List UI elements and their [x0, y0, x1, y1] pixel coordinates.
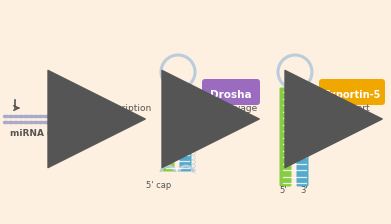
Text: Cleavage: Cleavage — [216, 104, 258, 113]
FancyBboxPatch shape — [179, 88, 192, 172]
Text: 5': 5' — [279, 186, 287, 195]
Text: Drosha: Drosha — [210, 90, 252, 100]
Text: Export: Export — [340, 104, 370, 113]
Text: 5' cap: 5' cap — [146, 181, 171, 190]
FancyBboxPatch shape — [280, 88, 292, 187]
Text: 3': 3' — [300, 186, 308, 195]
Text: AAAAAA: AAAAAA — [192, 147, 197, 173]
Text: miRNA gene: miRNA gene — [10, 129, 72, 138]
Text: 3': 3' — [191, 96, 199, 105]
FancyBboxPatch shape — [296, 88, 308, 187]
Text: Transcription: Transcription — [93, 104, 151, 113]
FancyBboxPatch shape — [202, 79, 260, 105]
Text: Exportin-5: Exportin-5 — [323, 90, 381, 100]
FancyBboxPatch shape — [163, 88, 174, 172]
FancyBboxPatch shape — [319, 79, 385, 105]
